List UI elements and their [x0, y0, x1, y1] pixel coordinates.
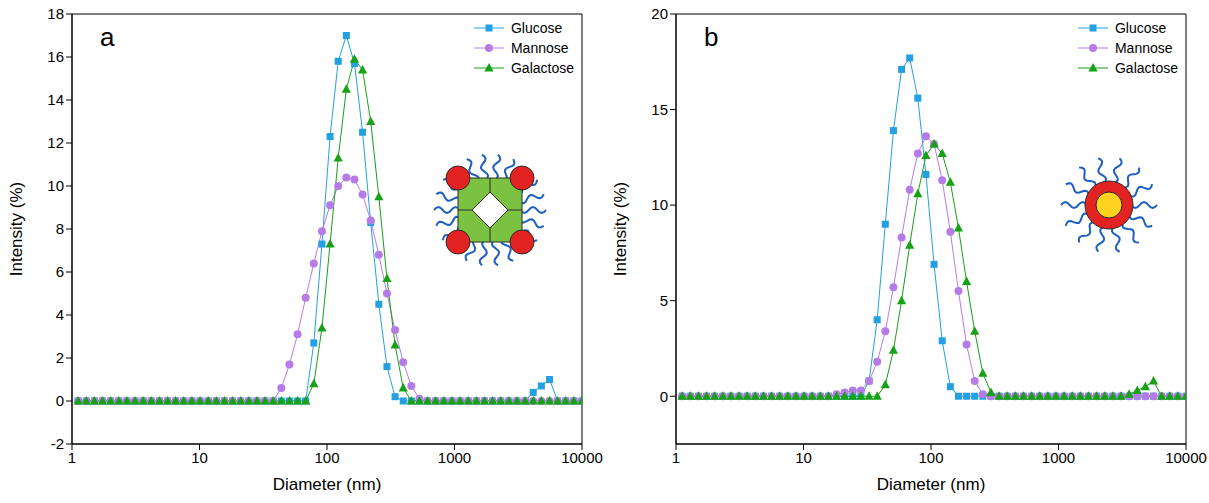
svg-text:5: 5: [660, 292, 668, 309]
svg-text:15: 15: [651, 101, 668, 118]
svg-text:1: 1: [68, 449, 76, 466]
svg-text:14: 14: [47, 91, 64, 108]
svg-text:0: 0: [56, 392, 64, 409]
svg-text:2: 2: [56, 349, 64, 366]
html-text:Galactose: Galactose: [1115, 60, 1178, 76]
svg-text:10000: 10000: [1165, 449, 1207, 466]
svg-text:-2: -2: [51, 435, 64, 452]
html-text:Glucose: Glucose: [511, 20, 563, 36]
svg-text:Diameter (nm): Diameter (nm): [273, 475, 382, 494]
svg-text:0: 0: [660, 388, 668, 405]
svg-text:6: 6: [56, 263, 64, 280]
svg-text:10: 10: [191, 449, 208, 466]
svg-text:10: 10: [651, 196, 668, 213]
svg-text:Intensity (%): Intensity (%): [7, 182, 26, 276]
svg-text:Diameter (nm): Diameter (nm): [877, 475, 986, 494]
html-text:Galactose: Galactose: [511, 60, 574, 76]
svg-text:18: 18: [47, 5, 64, 22]
svg-text:4: 4: [56, 306, 64, 323]
svg-text:10: 10: [795, 449, 812, 466]
html-text:Mannose: Mannose: [511, 40, 569, 56]
svg-text:Intensity (%): Intensity (%): [611, 182, 630, 276]
svg-text:16: 16: [47, 48, 64, 65]
svg-text:1000: 1000: [1042, 449, 1075, 466]
svg-text:12: 12: [47, 134, 64, 151]
svg-text:100: 100: [918, 449, 943, 466]
svg-text:8: 8: [56, 220, 64, 237]
svg-text:10: 10: [47, 177, 64, 194]
html-text:Mannose: Mannose: [1115, 40, 1173, 56]
html-text:b: b: [704, 22, 719, 52]
svg-text:1: 1: [672, 449, 680, 466]
html-text:a: a: [100, 22, 115, 52]
svg-text:100: 100: [314, 449, 339, 466]
svg-text:10000: 10000: [561, 449, 603, 466]
html-text:Glucose: Glucose: [1115, 20, 1167, 36]
svg-text:1000: 1000: [438, 449, 471, 466]
svg-text:20: 20: [651, 5, 668, 22]
